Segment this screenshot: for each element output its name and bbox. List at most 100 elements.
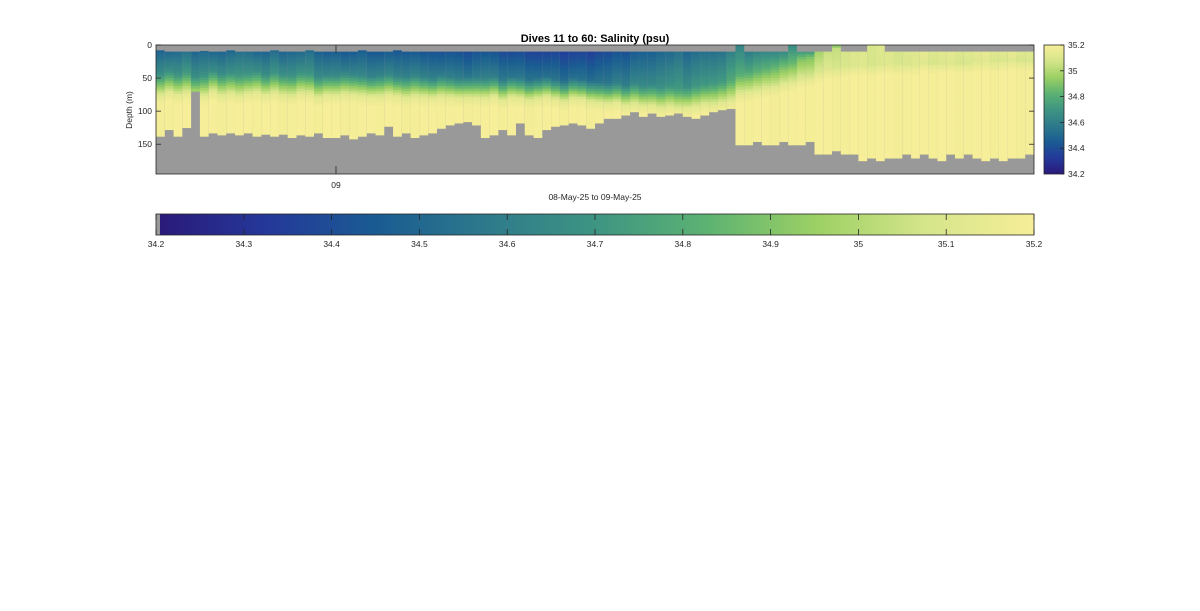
heatmap-cell: [998, 56, 1009, 60]
heatmap-cell: [507, 70, 517, 74]
heatmap-cell: [753, 96, 763, 100]
heatmap-cell: [226, 50, 236, 54]
heatmap-cell: [480, 131, 491, 135]
heatmap-cell: [805, 83, 816, 87]
heatmap-cell: [823, 104, 833, 108]
heatmap-cell: [630, 99, 640, 103]
heatmap-cell: [235, 59, 245, 63]
heatmap-cell: [357, 127, 368, 131]
heatmap-cell: [788, 50, 798, 54]
heatmap-cell: [156, 103, 166, 107]
heatmap-cell: [278, 51, 289, 55]
heatmap-cell: [954, 104, 965, 108]
heatmap-cell: [884, 54, 895, 58]
heatmap-cell: [840, 144, 851, 148]
heatmap-cell: [998, 152, 1009, 156]
heatmap-cell: [1025, 149, 1034, 153]
heatmap-cell: [674, 88, 684, 92]
heatmap-cell: [937, 120, 947, 124]
heatmap-cell: [235, 93, 245, 97]
heatmap-cell: [990, 88, 1000, 92]
heatmap-cell: [305, 76, 315, 80]
heatmap-cell: [436, 99, 447, 103]
heatmap-cell: [700, 67, 710, 71]
heatmap-cell: [340, 123, 350, 127]
heatmap-cell: [867, 92, 877, 96]
heatmap-cell: [489, 104, 500, 108]
heatmap-cell: [489, 88, 500, 92]
heatmap-cell: [314, 96, 324, 100]
heatmap-cell: [832, 89, 842, 94]
heatmap-cell: [296, 104, 306, 108]
heatmap-cell: [533, 59, 543, 63]
heatmap-cell: [314, 59, 324, 63]
heatmap-cell: [779, 59, 789, 63]
heatmap-cell: [287, 117, 298, 121]
heatmap-cell: [744, 99, 754, 103]
heatmap-cell: [252, 64, 262, 68]
heatmap-cell: [875, 89, 886, 94]
heatmap-cell: [902, 101, 912, 105]
heatmap-cell: [357, 121, 368, 125]
heatmap-cell: [858, 152, 868, 156]
heatmap-cell: [981, 75, 991, 79]
heatmap-cell: [630, 93, 640, 97]
heatmap-cell: [937, 141, 947, 145]
heatmap-cell: [401, 67, 412, 71]
heatmap-cell: [463, 107, 473, 111]
heatmap-cell: [559, 96, 570, 100]
heatmap-cell: [472, 62, 482, 66]
heatmap-cell: [551, 99, 561, 103]
heatmap-cell: [875, 113, 886, 117]
heatmap-cell: [235, 131, 245, 135]
heatmap-cell: [928, 149, 939, 153]
heatmap-cell: [761, 144, 772, 146]
heatmap-cell: [963, 141, 974, 145]
heatmap-cell: [533, 99, 543, 103]
heatmap-cell: [419, 101, 429, 105]
heatmap-cell: [278, 72, 289, 76]
heatmap-cell: [770, 144, 780, 146]
heatmap-cell: [805, 86, 816, 90]
heatmap-cell: [832, 103, 842, 107]
heatmap-cell: [357, 116, 368, 120]
heatmap-cell: [436, 120, 447, 124]
heatmap-cell: [911, 99, 921, 103]
heatmap-cell: [744, 93, 754, 97]
heatmap-cell: [893, 120, 903, 124]
heatmap-cell: [875, 79, 886, 83]
heatmap-cell: [911, 75, 921, 79]
heatmap-cell: [893, 62, 903, 66]
heatmap-cell: [252, 117, 262, 121]
heatmap-cell: [849, 67, 859, 71]
heatmap-cell: [156, 113, 166, 117]
heatmap-cell: [156, 84, 166, 88]
heatmap-cell: [805, 56, 816, 60]
heatmap-cell: [533, 88, 543, 92]
heatmap-cell: [823, 64, 833, 68]
heatmap-cell: [340, 80, 350, 84]
heatmap-cell: [235, 99, 245, 103]
heatmap-cell: [199, 74, 210, 78]
heatmap-cell: [656, 56, 666, 60]
heatmap-cell: [533, 83, 543, 87]
heatmap-cell: [595, 62, 605, 66]
heatmap-cell: [656, 75, 666, 79]
heatmap-cell: [410, 67, 420, 71]
heatmap-cell: [507, 75, 517, 79]
heatmap-cell: [788, 105, 798, 109]
heatmap-cell: [226, 66, 236, 70]
heatmap-cell: [867, 150, 877, 154]
heatmap-cell: [911, 62, 921, 66]
heatmap-cell: [296, 83, 306, 87]
heatmap-cell: [893, 59, 903, 63]
heatmap-cell: [533, 75, 543, 79]
heatmap-cell: [278, 125, 289, 129]
heatmap-cell: [788, 47, 798, 51]
heatmap-cell: [542, 109, 552, 113]
heatmap-cell: [875, 127, 886, 131]
heatmap-cell: [287, 128, 298, 132]
heatmap-cell: [235, 101, 245, 105]
heatmap-cell: [226, 121, 236, 125]
heatmap-cell: [656, 86, 666, 90]
